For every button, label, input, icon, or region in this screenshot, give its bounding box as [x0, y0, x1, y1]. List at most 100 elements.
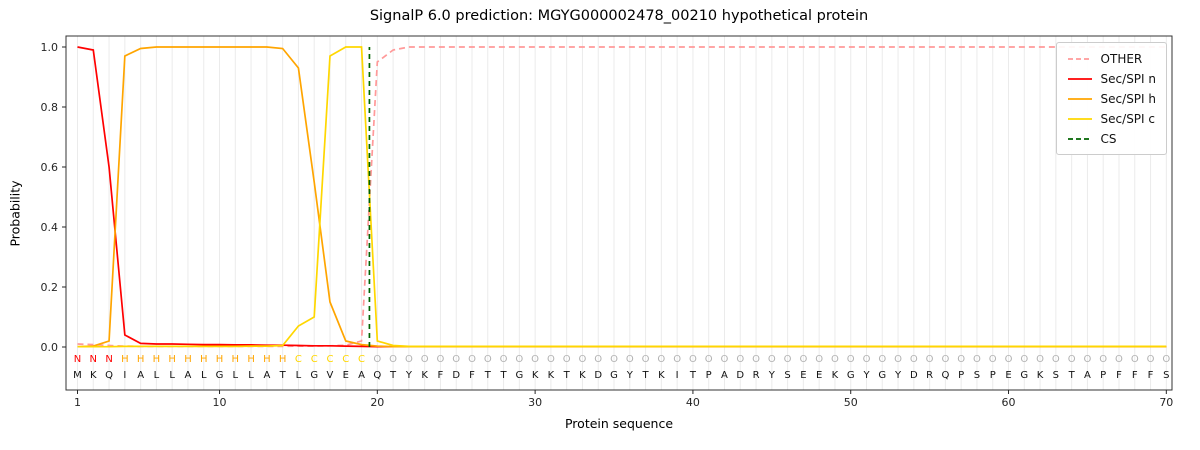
region-letter: C — [358, 354, 365, 365]
region-letter: O — [752, 354, 760, 365]
region-letter: O — [1083, 354, 1091, 365]
sequence-letter: E — [343, 370, 349, 381]
series-line-other — [77, 46, 1167, 348]
sequence-letter: T — [642, 370, 650, 381]
sequence-letter: P — [1100, 370, 1106, 381]
legend-line-sample — [1067, 57, 1092, 60]
sequence-letter: K — [548, 370, 555, 381]
x-axis-ticks: 1 10 20 30 40 50 60 70 — [74, 390, 1173, 409]
region-letter: O — [1099, 354, 1107, 365]
sequence-letter: T — [484, 370, 492, 381]
sequence-letter: A — [263, 370, 270, 381]
region-letter: O — [405, 354, 413, 365]
sequence-letter: D — [910, 370, 918, 381]
sequence-letter: I — [123, 370, 126, 381]
region-letter: O — [468, 354, 476, 365]
region-letter: O — [721, 354, 729, 365]
region-letter: O — [1115, 354, 1123, 365]
region-letter: N — [74, 354, 81, 365]
sequence-letter: E — [1005, 370, 1011, 381]
sequence-letter: Q — [105, 370, 113, 381]
region-letter: O — [910, 354, 918, 365]
region-letter: O — [657, 354, 665, 365]
region-letter: H — [279, 354, 287, 365]
region-letter: O — [1068, 354, 1076, 365]
region-letter: O — [1020, 354, 1028, 365]
legend-entry-other: OTHER — [1067, 50, 1156, 67]
sequence-letter: G — [610, 370, 618, 381]
svg-text:1: 1 — [74, 396, 81, 409]
region-letter: H — [263, 354, 271, 365]
sequence-letter: G — [515, 370, 523, 381]
sequence-letter: K — [1037, 370, 1044, 381]
region-letter: O — [594, 354, 602, 365]
sequence-letter: M — [73, 370, 82, 381]
region-letter: O — [705, 354, 713, 365]
region-letter: H — [137, 354, 145, 365]
series-line-sec-spi-h — [77, 46, 1167, 348]
region-letter: O — [941, 354, 949, 365]
sequence-letter: R — [753, 370, 760, 381]
sequence-letter: P — [958, 370, 964, 381]
region-letter: O — [1005, 354, 1013, 365]
sequence-letter: L — [201, 370, 207, 381]
region-letter: O — [863, 354, 871, 365]
region-letter: C — [311, 354, 318, 365]
region-letter: C — [326, 354, 333, 365]
sequence-letter: K — [832, 370, 839, 381]
sequence-letter: F — [438, 370, 444, 381]
sequence-letter: S — [1163, 370, 1169, 381]
svg-text:1.0: 1.0 — [41, 41, 59, 54]
region-letter: O — [437, 354, 445, 365]
region-letter: O — [689, 354, 697, 365]
region-letter: H — [247, 354, 255, 365]
sequence-letter: L — [169, 370, 175, 381]
svg-text:0.8: 0.8 — [41, 101, 59, 114]
region-letter: O — [784, 354, 792, 365]
sequence-letter: T — [279, 370, 287, 381]
legend-label: Sec/SPI n — [1100, 71, 1156, 86]
sequence-letter: S — [784, 370, 790, 381]
region-letter: H — [200, 354, 208, 365]
svg-text:0.2: 0.2 — [41, 281, 59, 294]
region-letter: O — [815, 354, 823, 365]
region-letter: O — [531, 354, 539, 365]
legend: OTHER Sec/SPI n Sec/SPI h Sec/SPI c CS — [1055, 42, 1167, 155]
region-letter: O — [373, 354, 381, 365]
sequence-letter: A — [137, 370, 144, 381]
sequence-letter: A — [185, 370, 192, 381]
sequence-letter: L — [296, 370, 302, 381]
sequence-letter: G — [216, 370, 224, 381]
sequence-letter: Y — [894, 370, 902, 381]
sequence-letter: G — [878, 370, 886, 381]
sequence-letter: T — [563, 370, 571, 381]
svg-text:0.4: 0.4 — [41, 221, 59, 234]
legend-line-sample — [1067, 97, 1092, 100]
legend-entry-sec-spi-n: Sec/SPI n — [1067, 70, 1156, 87]
region-letter: O — [831, 354, 839, 365]
region-letter: O — [626, 354, 634, 365]
region-letter: O — [973, 354, 981, 365]
sequence-letter: Y — [626, 370, 634, 381]
region-letter: H — [232, 354, 240, 365]
sequence-letter: F — [1132, 370, 1138, 381]
region-letter: C — [295, 354, 302, 365]
svg-text:40: 40 — [686, 396, 700, 409]
chart-title: SignalP 6.0 prediction: MGYG000002478_00… — [369, 8, 869, 24]
region-letter: O — [799, 354, 807, 365]
legend-label: OTHER — [1100, 51, 1143, 66]
sequence-letter: L — [248, 370, 254, 381]
region-letter: O — [1036, 354, 1044, 365]
sequence-letter: D — [452, 370, 460, 381]
region-letter: O — [610, 354, 618, 365]
legend-line-sample — [1067, 137, 1092, 140]
region-letter: O — [547, 354, 555, 365]
region-letter: O — [389, 354, 397, 365]
sequence-letter: Y — [862, 370, 870, 381]
sequence-letter: A — [721, 370, 728, 381]
sequence-letter: K — [90, 370, 97, 381]
region-letter: O — [673, 354, 681, 365]
